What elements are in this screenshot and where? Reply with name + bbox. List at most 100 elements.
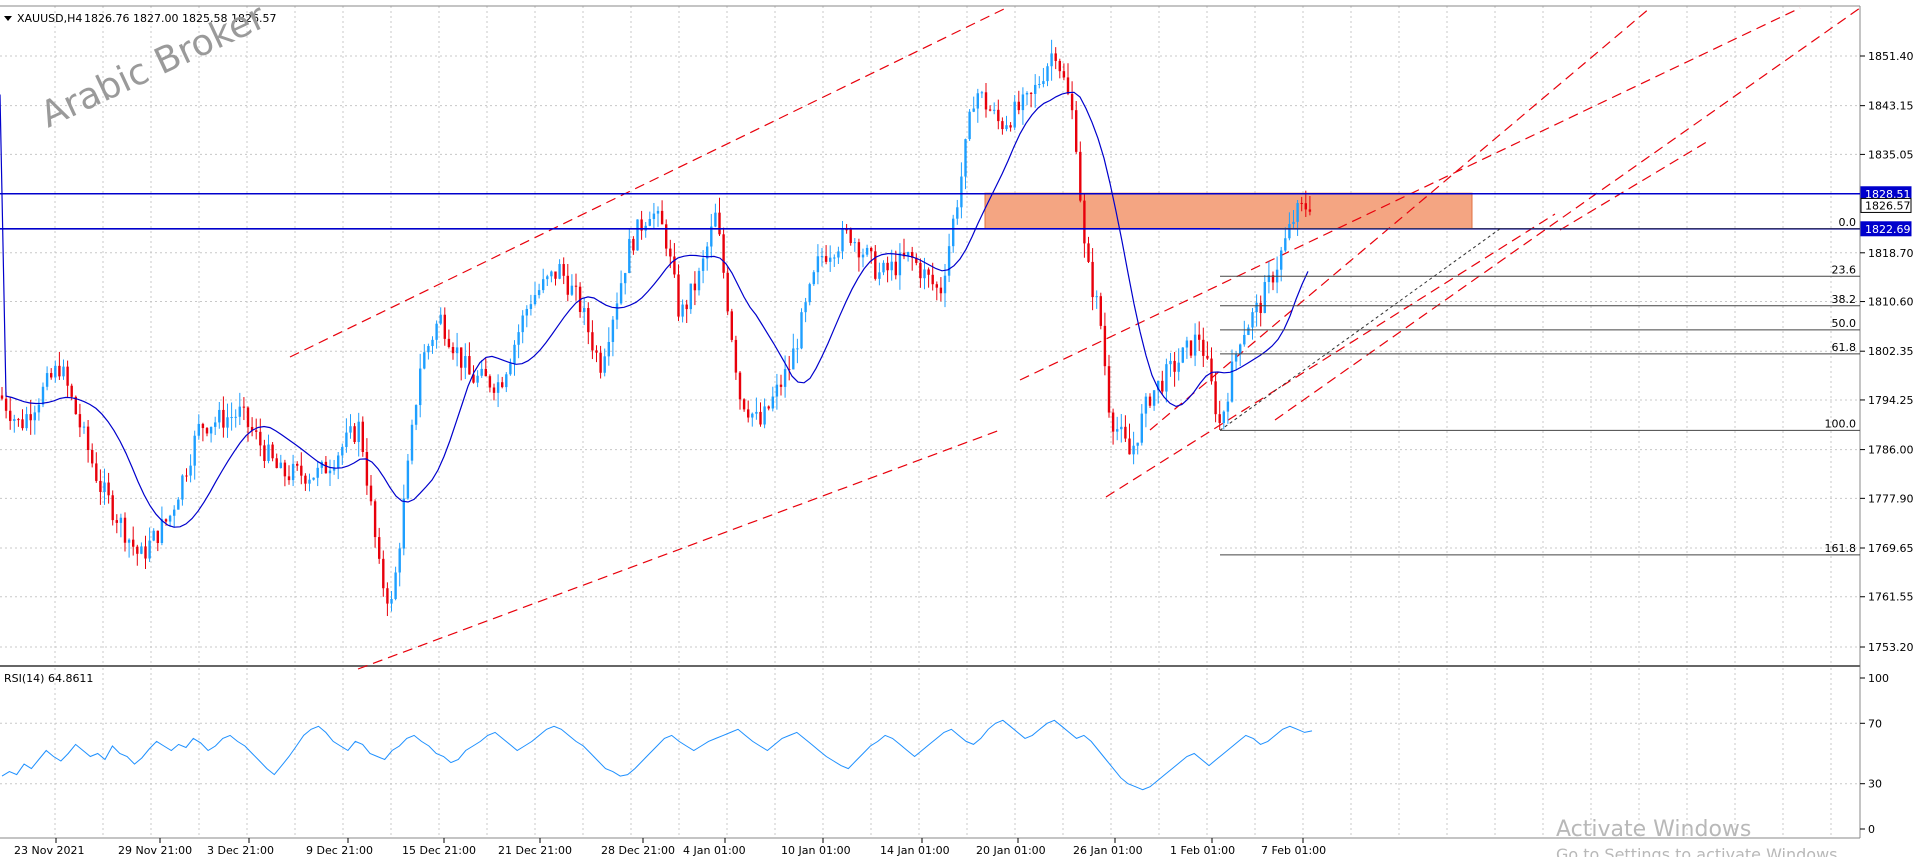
rsi-header: RSI(14) 64.8611 — [4, 672, 93, 685]
candle-body — [968, 111, 971, 140]
candle-body — [373, 501, 377, 538]
candle-body — [353, 426, 356, 442]
candle-body — [587, 308, 590, 333]
candle-body — [673, 256, 676, 275]
candle-body — [964, 139, 967, 177]
candle-body — [1308, 209, 1312, 212]
ohlc-header: 1826.76 1827.00 1825.58 1826.57 — [84, 12, 276, 25]
candle-body — [1288, 224, 1291, 239]
candle-body — [1075, 110, 1078, 152]
price-tag-label: 1828.51 — [1865, 188, 1911, 201]
candle-body — [279, 462, 282, 469]
candle-body — [1304, 203, 1307, 210]
time-tick-label: 28 Dec 21:00 — [601, 844, 675, 857]
candle-body — [1005, 125, 1008, 130]
candle-body — [402, 498, 405, 549]
price-tag — [1860, 221, 1912, 237]
candle-body — [1230, 361, 1234, 402]
candle-body — [865, 247, 869, 255]
candle-body — [898, 252, 902, 276]
symbol-header: XAUUSD,H4 — [17, 12, 82, 25]
candle-body — [1095, 296, 1098, 298]
candle-body — [648, 219, 651, 226]
candle-body — [1079, 151, 1082, 201]
candle-body — [214, 422, 217, 427]
candle-body — [911, 252, 914, 258]
candle-body — [1218, 414, 1221, 424]
candle-body — [1206, 355, 1209, 359]
supply-zone[interactable] — [984, 192, 1473, 230]
channel-line[interactable] — [289, 7, 1007, 358]
candle-body — [390, 598, 393, 604]
candle-body — [1296, 202, 1299, 222]
candle-body — [197, 423, 200, 436]
fib-level-label: 50.0 — [1832, 317, 1857, 330]
candle-body — [1140, 413, 1143, 443]
candle-body — [529, 304, 533, 309]
candle-body — [759, 411, 762, 425]
channel-line[interactable] — [1274, 7, 1861, 421]
candle-body — [259, 431, 262, 446]
candle-body — [816, 256, 820, 273]
candle-body — [697, 270, 701, 291]
candle-body — [185, 475, 188, 477]
channel-line[interactable] — [1105, 213, 1556, 498]
candle-body — [58, 365, 61, 377]
candle-body — [222, 409, 225, 428]
candle-body — [435, 323, 438, 340]
price-tick-label: 1786.00 — [1868, 444, 1914, 457]
candle-body — [829, 257, 832, 262]
menu-triangle-icon[interactable] — [4, 16, 12, 21]
candle-body — [91, 450, 94, 464]
candle-body — [923, 269, 926, 279]
candle-body — [1054, 53, 1057, 61]
candle-body — [66, 366, 69, 386]
price-tick-label: 1851.40 — [1868, 50, 1914, 63]
candle-body — [45, 373, 49, 387]
trend-channels[interactable] — [289, 7, 1861, 670]
candle-body — [939, 287, 943, 294]
candle-body — [480, 368, 483, 376]
candle-body — [123, 517, 127, 543]
candle-body — [1083, 200, 1086, 244]
candle-body — [993, 109, 996, 111]
candle-body — [296, 463, 299, 466]
candle-body — [70, 385, 73, 397]
candle-body — [988, 109, 992, 111]
candle-body — [1198, 334, 1201, 340]
price-tick-label: 1794.25 — [1868, 394, 1914, 407]
price-tag-label: 1822.69 — [1865, 223, 1911, 236]
candle-body — [345, 432, 348, 448]
candle-body — [734, 339, 738, 373]
moving-average-line — [0, 91, 1309, 528]
candle-body — [894, 261, 897, 276]
candle-body — [1029, 92, 1033, 94]
channel-line[interactable] — [1149, 7, 1651, 431]
candle-body — [919, 262, 922, 279]
candle-body — [250, 426, 254, 431]
candle-body — [607, 341, 610, 357]
candle-body — [525, 308, 528, 316]
candle-body — [460, 347, 463, 368]
channel-line[interactable] — [1559, 139, 1711, 231]
candle-body — [603, 356, 606, 373]
candle-body — [660, 210, 664, 225]
candle-body — [533, 295, 537, 305]
fib-level-label: 0.0 — [1839, 216, 1857, 229]
candle-body — [386, 588, 389, 604]
candle-body — [1013, 101, 1016, 128]
channel-line[interactable] — [357, 429, 1001, 670]
candle-body — [173, 509, 176, 516]
candle-body — [464, 356, 467, 368]
candle-body — [1280, 250, 1283, 270]
candle-body — [111, 495, 114, 521]
price-tag — [1860, 197, 1912, 213]
candle-body — [583, 308, 586, 312]
candle-body — [365, 451, 369, 486]
candle-body — [423, 352, 426, 369]
candle-body — [677, 274, 680, 317]
candle-body — [849, 229, 852, 243]
fibonacci-retracement[interactable]: 0.0 23.6 38.2 50.0 61.8 100.0 161.8 — [1219, 216, 1860, 556]
